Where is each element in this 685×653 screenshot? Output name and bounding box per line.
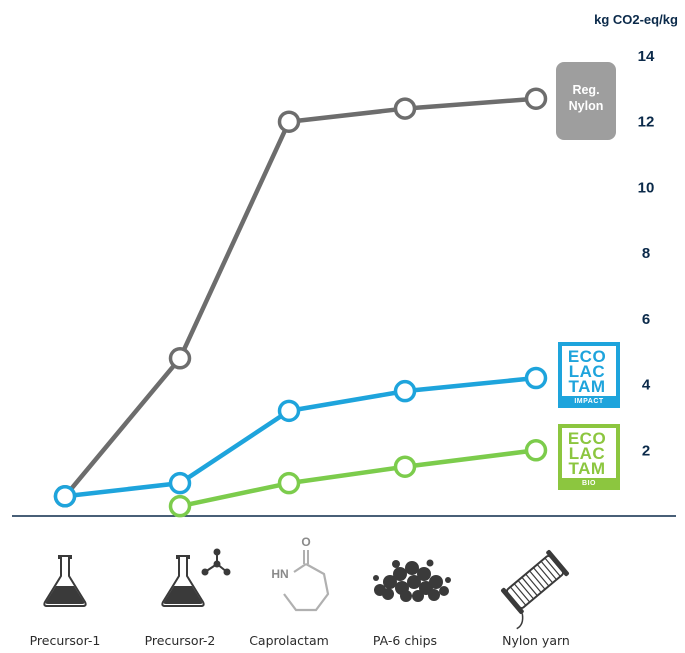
ecolactam-bio-badge-line3: TAM <box>568 459 605 478</box>
y-tick-label: 12 <box>638 114 655 131</box>
data-point <box>524 87 548 110</box>
y-tick-label: 6 <box>642 311 650 328</box>
series-line <box>62 96 539 499</box>
data-point <box>168 471 192 495</box>
y-tick-label: 14 <box>638 48 655 65</box>
data-point <box>277 471 301 495</box>
data-point <box>277 110 301 133</box>
ecolactam-bio-badge-line1: ECO <box>568 429 606 448</box>
flask-molecule-icon <box>161 548 231 607</box>
ecolactam-bio-badge-line2: LAC <box>569 444 605 463</box>
ecolactam-impact-badge-sub: IMPACT <box>574 398 604 405</box>
ecolactam-impact-badge: ECO LAC TAM IMPACT <box>558 342 620 408</box>
caprolactam-molecule-icon: O HN <box>271 535 330 612</box>
series-group <box>53 87 548 518</box>
data-point <box>393 97 417 120</box>
caprolactam-nh-label: HN <box>271 567 288 581</box>
category-label: Precursor-2 <box>145 633 216 648</box>
category-label: Precursor-1 <box>30 633 101 648</box>
data-point <box>393 379 417 403</box>
category-label: Nylon yarn <box>502 633 570 648</box>
ecolactam-impact-badge-inner <box>562 346 616 404</box>
data-point <box>168 347 192 370</box>
ecolactam-bio-badge-sub: BIO <box>582 480 596 487</box>
y-tick-label: 2 <box>642 442 650 459</box>
ecolactam-bio-badge-inner <box>562 428 616 486</box>
data-point <box>168 494 192 518</box>
data-point <box>277 399 301 423</box>
y-axis-label: kg CO2-eq/kg <box>594 12 678 27</box>
data-point <box>524 439 548 462</box>
y-tick-labels: 14 12 10 8 6 4 2 <box>638 48 655 459</box>
caprolactam-oxygen-label: O <box>301 535 310 549</box>
ecolactam-impact-badge-line1: ECO <box>568 347 606 366</box>
ecolactam-impact-badge-subbar <box>562 396 616 404</box>
category-label: PA-6 chips <box>373 633 437 648</box>
series-line <box>62 375 539 499</box>
ecolactam-bio-badge: ECO LAC TAM BIO <box>558 424 620 490</box>
ecolactam-bio-badge-subbar <box>562 478 616 486</box>
series-line <box>177 448 539 509</box>
data-point <box>53 485 77 508</box>
category-labels: Precursor-1 Precursor-2 Caprolactam PA-6 ch… <box>30 633 570 648</box>
reg-nylon-badge: Reg. Nylon <box>556 62 616 140</box>
data-point <box>393 455 417 478</box>
yarn-spool-icon <box>501 549 569 630</box>
reg-nylon-badge-line2: Nylon <box>569 99 604 113</box>
reg-nylon-badge-line1: Reg. <box>572 83 599 97</box>
y-tick-label: 4 <box>642 377 651 394</box>
y-tick-label: 8 <box>642 245 650 262</box>
reg-nylon-badge-bg <box>556 62 616 140</box>
ecolactam-impact-badge-line2: LAC <box>569 362 605 381</box>
y-tick-label: 10 <box>638 179 655 196</box>
category-label: Caprolactam <box>249 633 329 648</box>
data-point <box>524 366 548 390</box>
ecolactam-impact-badge-line3: TAM <box>568 377 605 396</box>
flask-icon <box>43 555 87 607</box>
chips-pile-icon <box>373 559 451 602</box>
